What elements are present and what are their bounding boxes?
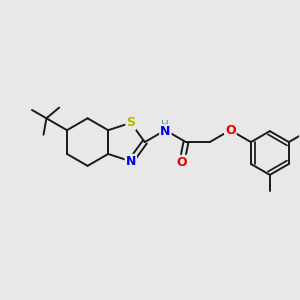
Text: S: S <box>126 116 135 129</box>
Text: H: H <box>161 120 169 130</box>
Text: N: N <box>160 125 170 138</box>
Text: O: O <box>225 124 236 137</box>
Text: O: O <box>177 156 187 169</box>
Text: N: N <box>126 155 136 168</box>
